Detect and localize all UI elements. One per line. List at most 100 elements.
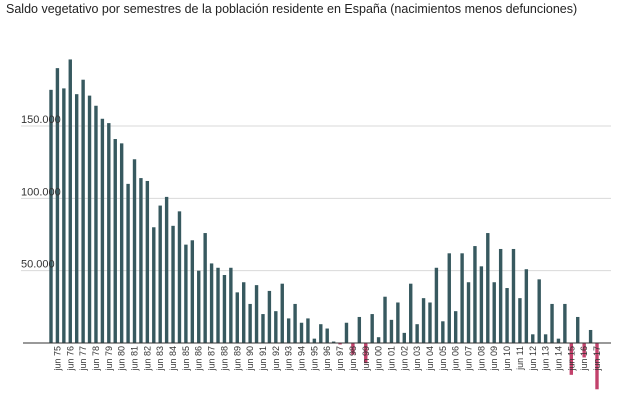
x-tick-label: jun 97	[335, 346, 345, 372]
x-tick-label: jun 13	[541, 346, 551, 372]
bar-jun-89	[235, 292, 239, 343]
bar-ene-00	[370, 314, 374, 343]
bar-ene-84	[164, 196, 169, 343]
bar-ene-89	[229, 267, 233, 343]
bar-ene-01	[383, 296, 387, 343]
x-tick-label: jun 91	[258, 346, 268, 372]
x-tick-label: jun 82	[142, 346, 152, 372]
y-tick-label: 50.000	[21, 259, 55, 271]
x-tick-label: jun 01	[386, 346, 396, 372]
bar-ene-02	[396, 302, 400, 343]
bar-jun-98	[351, 343, 355, 355]
bar-ene-03	[409, 283, 413, 343]
x-tick-label: jun 14	[553, 346, 563, 372]
bars	[49, 59, 599, 390]
bar-ene-08	[473, 246, 477, 343]
x-tick-label: jun 76	[65, 346, 75, 372]
x-tick-label: jun 93	[284, 346, 294, 372]
bar-ene-86	[190, 240, 195, 343]
bar-jun-90	[248, 303, 252, 343]
x-tick-label: jun 16	[579, 346, 589, 372]
bar-ene-95	[306, 318, 310, 343]
bar-jun-97	[338, 343, 342, 345]
bar-ene-10	[498, 248, 503, 343]
x-tick-label: jun 06	[451, 346, 461, 372]
bar-jun-08	[479, 266, 484, 343]
bar-jun-03	[415, 324, 419, 343]
bar-ene-06	[447, 253, 451, 343]
x-tick-label: jun 87	[207, 346, 217, 372]
bar-ene-94	[293, 303, 297, 343]
bar-ene-87	[203, 233, 207, 343]
x-tick-label: jun 05	[438, 346, 448, 372]
bar-jun-99	[364, 343, 368, 364]
bar-jun-11	[518, 298, 522, 343]
x-tick-label: jun 08	[476, 346, 486, 372]
bar-jun-81	[132, 159, 137, 343]
bar-ene-12	[524, 269, 529, 343]
x-tick-label: jun 75	[52, 346, 62, 372]
bar-ene-14	[550, 303, 554, 343]
y-tick-label: 100.000	[21, 186, 61, 198]
x-tick-label: jun 09	[489, 346, 499, 372]
x-tick-label: jun 92	[271, 346, 281, 372]
x-tick-label: jun 98	[348, 346, 358, 372]
bar-ene-05	[434, 267, 439, 343]
bar-ene-79	[100, 118, 105, 344]
x-tick-label: jun 84	[168, 346, 178, 372]
bar-jun-95	[312, 338, 317, 343]
bar-ene-85	[177, 211, 182, 343]
bar-jun-86	[197, 270, 201, 343]
x-tick-label: jun 85	[181, 346, 191, 372]
bar-ene-83	[152, 227, 156, 343]
bar-ene-77	[74, 94, 79, 343]
bar-ene-99	[357, 316, 362, 343]
bar-jun-87	[209, 263, 214, 343]
x-tick-label: jun 07	[464, 346, 474, 372]
x-tick-label: jun 95	[309, 346, 319, 372]
bar-ene-16	[576, 316, 580, 343]
x-tick-label: jun 78	[91, 346, 101, 372]
bar-jun-01	[389, 319, 394, 343]
bar-ene-98	[344, 322, 349, 343]
bar-jun-93	[286, 318, 291, 343]
bar-jun-16	[582, 343, 586, 358]
bar-jun-79	[107, 123, 111, 343]
bar-jun-80	[119, 143, 124, 343]
x-tick-label: jun 15	[566, 346, 576, 372]
bar-ene-07	[460, 253, 464, 343]
bar-ene-13	[537, 279, 541, 343]
x-tick-label: jun 03	[412, 346, 422, 372]
bar-jun-88	[222, 275, 227, 343]
bar-ene-75	[49, 89, 53, 343]
x-tick-label: jun 11	[515, 346, 525, 371]
bar-ene-93	[280, 283, 284, 343]
x-tick-label: jun 79	[104, 346, 114, 372]
bar-ene-76	[62, 88, 66, 343]
bar-jun-07	[466, 282, 471, 343]
x-tick-label: jun 02	[399, 346, 409, 372]
x-tick-label: jun 81	[130, 346, 140, 372]
x-tick-label: jun 96	[322, 346, 332, 372]
x-tick-label: jun 89	[232, 346, 242, 372]
bar-ene-82	[139, 178, 143, 343]
x-tick-label: jun 12	[528, 346, 538, 372]
bar-ene-91	[254, 285, 259, 343]
bar-jun-10	[505, 288, 509, 343]
y-tick-label: 150.000	[21, 114, 61, 126]
bar-jun-14	[556, 338, 561, 343]
bar-ene-97	[331, 341, 336, 343]
bar-jun-17	[595, 343, 599, 390]
bar-jun-05	[441, 321, 445, 343]
x-tick-label: jun 86	[194, 346, 204, 372]
x-tick-label: jun 94	[297, 346, 307, 372]
bar-jun-15	[569, 343, 574, 375]
bar-jun-12	[531, 334, 535, 343]
x-tick-label: jun 83	[155, 346, 165, 372]
bar-ene-80	[113, 139, 117, 343]
bar-ene-96	[319, 324, 323, 343]
x-tick-label: jun 00	[374, 346, 384, 372]
bar-jun-94	[299, 322, 304, 343]
bar-ene-11	[511, 248, 516, 343]
